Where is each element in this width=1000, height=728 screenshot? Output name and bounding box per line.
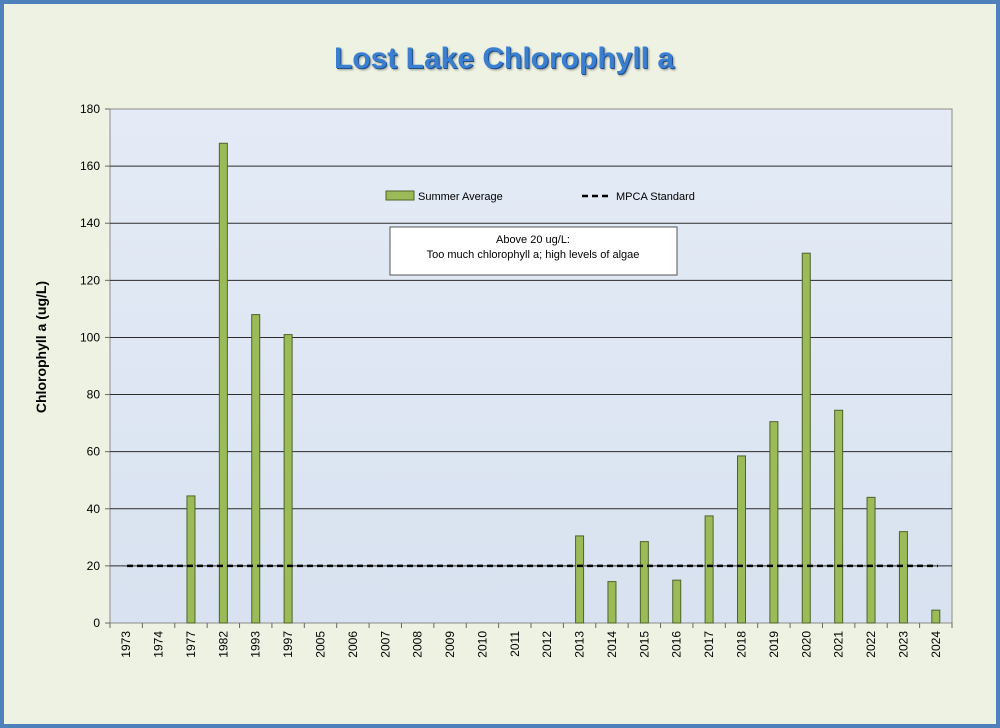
x-tick-label-2016: 2016 xyxy=(670,631,684,658)
x-tick-label-2006: 2006 xyxy=(346,631,360,658)
annotation-box: Above 20 ug/L: Too much chlorophyll a; h… xyxy=(389,226,678,276)
y-tick-label-20: 20 xyxy=(87,559,101,573)
x-tick-label-2023: 2023 xyxy=(896,631,910,658)
legend: Summer Average MPCA Standard xyxy=(385,190,695,203)
x-tick-label-2007: 2007 xyxy=(378,631,392,658)
annotation-line-1: Above 20 ug/L: xyxy=(496,234,570,246)
plot-area xyxy=(109,108,953,624)
bar-2022 xyxy=(866,496,876,624)
x-tick-label-2009: 2009 xyxy=(443,631,457,658)
y-tick-label-120: 120 xyxy=(80,273,100,287)
bar-2021 xyxy=(834,409,844,624)
y-tick-label-60: 60 xyxy=(87,445,101,459)
x-tick-label-2024: 2024 xyxy=(929,631,943,658)
legend-swatch-summer-average xyxy=(385,190,415,201)
x-tick-label-2021: 2021 xyxy=(832,631,846,658)
y-tick-label-0: 0 xyxy=(93,616,100,630)
x-tick-label-1977: 1977 xyxy=(184,631,198,658)
bar-2020 xyxy=(801,252,811,624)
x-tick-label-1974: 1974 xyxy=(152,631,166,658)
x-tick-label-2012: 2012 xyxy=(540,631,554,658)
x-axis-ticks: 1973 1974 1977 1982 1993 1997 2005 2006 2007 2008… xyxy=(109,623,953,658)
bar-1977 xyxy=(186,495,196,624)
x-tick-label-2008: 2008 xyxy=(411,631,425,658)
bar-2013 xyxy=(575,535,585,624)
x-tick-label-2017: 2017 xyxy=(702,631,716,658)
bar-2017 xyxy=(704,515,714,624)
x-tick-label-2020: 2020 xyxy=(799,631,813,658)
legend-label-summer-average: Summer Average xyxy=(418,191,503,203)
legend-label-mpca-standard: MPCA Standard xyxy=(616,191,695,203)
x-tick-label-2013: 2013 xyxy=(573,631,587,658)
y-tick-label-160: 160 xyxy=(80,159,100,173)
bar-2023 xyxy=(898,531,908,624)
y-tick-label-100: 100 xyxy=(80,330,100,344)
x-tick-label-2005: 2005 xyxy=(314,631,328,658)
x-tick-label-2015: 2015 xyxy=(637,631,651,658)
x-tick-label-2018: 2018 xyxy=(735,631,749,658)
bar-2015 xyxy=(639,541,649,624)
x-tick-label-1993: 1993 xyxy=(249,631,263,658)
bar-1993 xyxy=(251,314,261,624)
x-tick-label-2011: 2011 xyxy=(508,631,522,657)
bars xyxy=(186,142,941,624)
x-tick-label-1982: 1982 xyxy=(216,631,230,658)
annotation-line-2: Too much chlorophyll a; high levels of a… xyxy=(427,249,640,261)
bar-1997 xyxy=(283,334,293,624)
x-tick-label-1997: 1997 xyxy=(281,631,295,658)
y-axis-ticks: 0 20 40 60 80 100 120 140 160 180 xyxy=(80,102,110,630)
bar-2019 xyxy=(769,421,779,624)
x-tick-label-1973: 1973 xyxy=(119,631,133,658)
y-tick-label-180: 180 xyxy=(80,102,100,116)
chart-title: Lost Lake Chlorophyll a xyxy=(333,42,675,75)
x-tick-label-2022: 2022 xyxy=(864,631,878,658)
bar-2024 xyxy=(931,609,941,624)
y-tick-label-40: 40 xyxy=(87,502,101,516)
y-tick-label-140: 140 xyxy=(80,216,100,230)
x-tick-label-2019: 2019 xyxy=(767,631,781,658)
bar-2018 xyxy=(737,455,746,624)
gridlines xyxy=(110,165,952,567)
bar-2016 xyxy=(672,579,682,624)
x-tick-label-2014: 2014 xyxy=(605,631,619,658)
bar-1982 xyxy=(218,142,228,624)
y-axis-label: Chlorophyll a (ug/L) xyxy=(33,281,49,413)
x-tick-label-2010: 2010 xyxy=(475,631,489,658)
bar-2014 xyxy=(607,581,617,624)
y-tick-label-80: 80 xyxy=(87,388,101,402)
